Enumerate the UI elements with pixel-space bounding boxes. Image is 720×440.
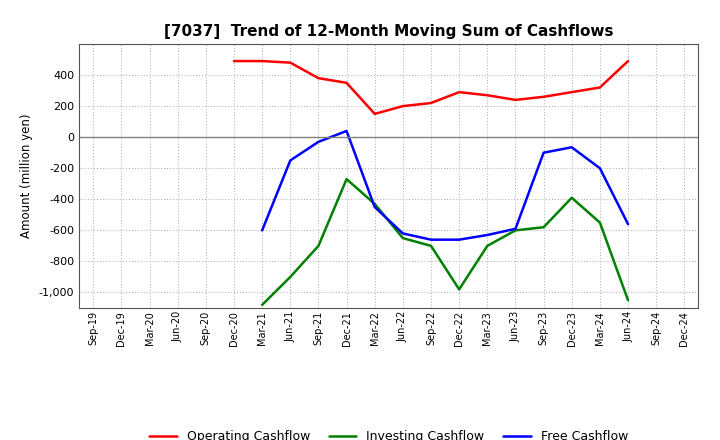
Free Cashflow [539, 150, 548, 155]
Line: Operating Cashflow: Operating Cashflow [234, 61, 628, 114]
Operating Cashflow [455, 89, 464, 95]
Line: Investing Cashflow: Investing Cashflow [262, 179, 628, 305]
Operating Cashflow [539, 94, 548, 99]
Free Cashflow [399, 231, 408, 236]
Free Cashflow [567, 145, 576, 150]
Free Cashflow [624, 221, 632, 227]
Operating Cashflow [258, 59, 266, 64]
Operating Cashflow [595, 85, 604, 90]
Free Cashflow [258, 228, 266, 233]
Free Cashflow [342, 128, 351, 134]
Free Cashflow [286, 158, 294, 163]
Investing Cashflow [399, 235, 408, 241]
Investing Cashflow [342, 176, 351, 182]
Investing Cashflow [624, 297, 632, 303]
Investing Cashflow [314, 243, 323, 249]
Operating Cashflow [230, 59, 238, 64]
Free Cashflow [511, 226, 520, 231]
Operating Cashflow [567, 89, 576, 95]
Line: Free Cashflow: Free Cashflow [262, 131, 628, 240]
Free Cashflow [370, 205, 379, 210]
Investing Cashflow [455, 287, 464, 292]
Operating Cashflow [624, 59, 632, 64]
Title: [7037]  Trend of 12-Month Moving Sum of Cashflows: [7037] Trend of 12-Month Moving Sum of C… [164, 24, 613, 39]
Investing Cashflow [595, 220, 604, 225]
Investing Cashflow [539, 224, 548, 230]
Free Cashflow [483, 232, 492, 238]
Free Cashflow [427, 237, 436, 242]
Investing Cashflow [511, 228, 520, 233]
Free Cashflow [455, 237, 464, 242]
Legend: Operating Cashflow, Investing Cashflow, Free Cashflow: Operating Cashflow, Investing Cashflow, … [145, 425, 633, 440]
Operating Cashflow [483, 92, 492, 98]
Operating Cashflow [370, 111, 379, 117]
Operating Cashflow [342, 80, 351, 85]
Free Cashflow [314, 139, 323, 144]
Investing Cashflow [370, 202, 379, 207]
Investing Cashflow [427, 243, 436, 249]
Investing Cashflow [567, 195, 576, 200]
Free Cashflow [595, 165, 604, 171]
Operating Cashflow [286, 60, 294, 65]
Investing Cashflow [483, 243, 492, 249]
Y-axis label: Amount (million yen): Amount (million yen) [20, 114, 33, 238]
Investing Cashflow [286, 274, 294, 279]
Operating Cashflow [427, 100, 436, 106]
Investing Cashflow [258, 302, 266, 308]
Operating Cashflow [511, 97, 520, 103]
Operating Cashflow [314, 76, 323, 81]
Operating Cashflow [399, 103, 408, 109]
